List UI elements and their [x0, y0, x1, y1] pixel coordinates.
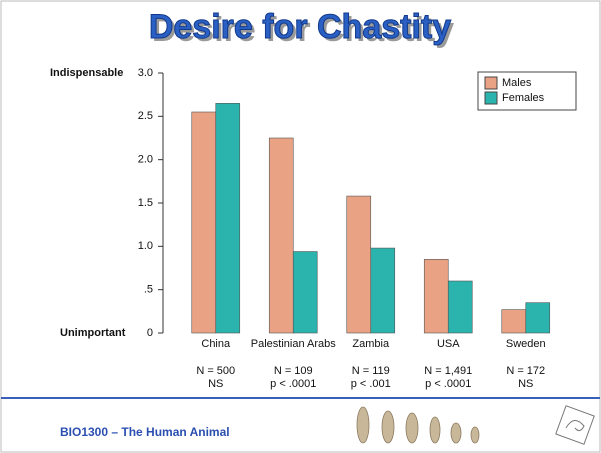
significance: p < .001 — [351, 378, 391, 390]
legend-swatch — [484, 76, 498, 90]
sample-size: N = 1,491 — [424, 365, 472, 377]
y-tick-label: 2.0 — [138, 154, 153, 166]
sample-size: N = 172 — [506, 365, 545, 377]
sample-size: N = 500 — [196, 365, 235, 377]
bar — [292, 251, 318, 334]
y-tick-label: 0 — [147, 327, 153, 339]
bar — [191, 111, 217, 334]
legend-swatch — [484, 91, 498, 105]
x-tick-label: China — [201, 338, 231, 350]
legend-label: Females — [502, 92, 545, 104]
legend-label: Males — [502, 77, 532, 89]
bar — [268, 137, 294, 334]
significance: NS — [518, 378, 533, 390]
bar — [423, 259, 449, 334]
y-tick-label: 1.5 — [138, 197, 153, 209]
y-tick-label: 3.0 — [138, 67, 153, 79]
bar — [370, 247, 396, 334]
x-tick-label: Sweden — [506, 338, 546, 350]
significance: NS — [208, 378, 223, 390]
bar — [501, 309, 527, 334]
footer-text: BIO1300 – The Human Animal — [60, 425, 230, 439]
sample-size: N = 109 — [274, 365, 313, 377]
title-shadow: Desire for Chastity — [152, 11, 454, 49]
y-bottom-label: Unimportant — [60, 327, 126, 339]
chart-title: Desire for Chastity — [149, 8, 451, 46]
spiral-icon — [555, 405, 595, 445]
bar — [525, 302, 551, 334]
bar — [346, 195, 372, 334]
bar — [215, 103, 241, 334]
y-tick-label: 2.5 — [138, 110, 153, 122]
significance: p < .0001 — [425, 378, 471, 390]
x-tick-label: Palestinian Arabs — [251, 338, 336, 350]
significance: p < .0001 — [270, 378, 316, 390]
x-tick-label: USA — [437, 338, 460, 350]
sample-size: N = 119 — [352, 365, 390, 377]
y-top-label: Indispensable — [50, 67, 123, 79]
bar — [447, 280, 473, 334]
y-tick-label: 1.0 — [138, 240, 153, 252]
x-tick-label: Zambia — [352, 338, 390, 350]
evolution-icons — [356, 406, 480, 444]
y-tick-label: .5 — [144, 284, 153, 296]
